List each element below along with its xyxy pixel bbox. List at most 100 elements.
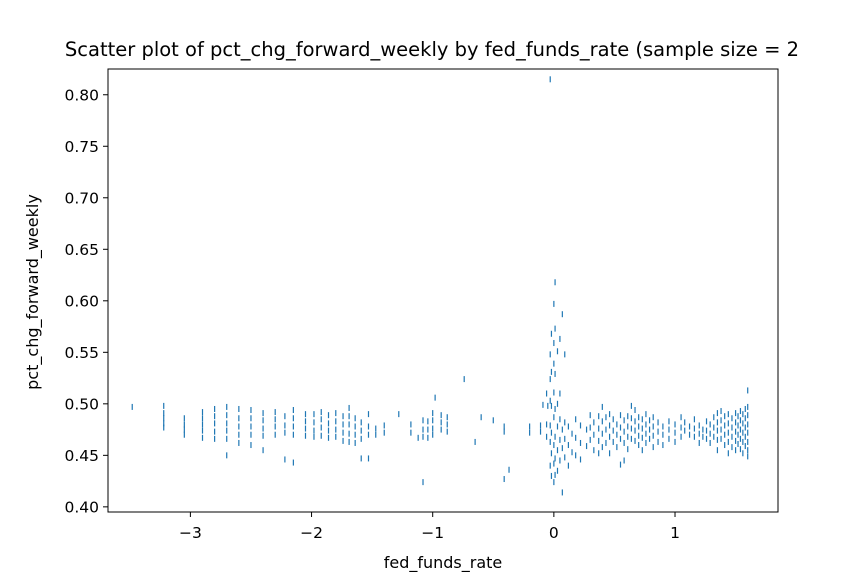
scatter-point	[657, 438, 659, 445]
scatter-point	[616, 444, 618, 451]
scatter-point	[320, 409, 322, 416]
scatter-point	[503, 428, 505, 435]
y-tick-label: 0.70	[64, 189, 99, 207]
scatter-point	[327, 434, 330, 441]
scatter-point	[554, 370, 556, 377]
scatter-point	[556, 400, 559, 407]
scatter-point	[503, 423, 505, 430]
scatter-point	[608, 433, 611, 440]
scatter-point	[605, 439, 607, 446]
scatter-point	[731, 433, 733, 440]
scatter-point	[214, 435, 216, 442]
scatter-point	[348, 430, 350, 437]
scatter-point	[539, 428, 542, 435]
scatter-point	[226, 452, 228, 459]
scatter-point	[313, 427, 315, 434]
scatter-point	[702, 433, 704, 440]
scatter-point	[508, 466, 510, 473]
scatter-point	[739, 435, 742, 442]
scatter-point	[589, 412, 591, 419]
scatter-point	[739, 408, 742, 415]
scatter-point	[432, 431, 434, 438]
scatter-point	[304, 411, 307, 418]
scatter-point	[561, 426, 563, 433]
scatter-point	[549, 462, 551, 469]
scatter-point	[641, 425, 643, 432]
chart-title: Scatter plot of pct_chg_forward_weekly b…	[65, 38, 799, 61]
scatter-point	[612, 416, 614, 423]
scatter-point	[446, 414, 448, 421]
scatter-point	[724, 442, 726, 449]
scatter-point	[657, 419, 659, 426]
scatter-point	[747, 453, 749, 460]
scatter-point	[734, 447, 737, 454]
scatter-point	[292, 415, 294, 422]
scatter-point	[612, 438, 614, 445]
scatter-point	[354, 439, 356, 446]
scatter-point	[727, 420, 729, 427]
scatter-point	[698, 430, 700, 437]
scatter-point	[739, 446, 742, 453]
scatter-point	[201, 427, 204, 434]
scatter-point	[226, 412, 228, 419]
scatter-point	[250, 423, 252, 430]
scatter-point	[201, 434, 204, 441]
scatter-point	[630, 425, 632, 432]
scatter-point	[262, 417, 264, 424]
scatter-point	[348, 404, 350, 411]
scatter-point	[284, 422, 286, 429]
scatter-point	[744, 433, 746, 440]
scatter-point	[432, 410, 434, 417]
scatter-point	[320, 432, 322, 439]
x-tick-label: 0	[549, 524, 559, 542]
scatter-point	[645, 411, 647, 418]
scatter-point	[593, 447, 595, 454]
scatter-point	[432, 425, 434, 432]
scatter-point	[593, 431, 595, 438]
scatter-point	[616, 421, 618, 428]
y-tick-label: 0.45	[64, 447, 99, 465]
x-ticks: −3 −2 −1 0 1	[179, 512, 680, 542]
scatter-point	[383, 422, 385, 429]
scatter-point	[556, 467, 559, 474]
scatter-point	[713, 433, 715, 440]
scatter-point	[747, 387, 749, 394]
scatter-point	[619, 412, 622, 419]
scatter-point	[598, 450, 600, 457]
scatter-point	[731, 444, 733, 451]
scatter-point	[463, 376, 465, 383]
scatter-point	[440, 426, 442, 433]
scatter-point	[601, 403, 603, 410]
scatter-point	[698, 439, 700, 446]
scatter-point	[724, 431, 726, 438]
scatter-point	[684, 419, 686, 426]
scatter-point	[727, 438, 729, 445]
scatter-point	[422, 426, 424, 433]
scatter-point	[674, 429, 676, 436]
scatter-point	[627, 446, 629, 453]
scatter-point	[737, 413, 739, 420]
scatter-point	[662, 423, 664, 430]
scatter-point	[250, 431, 252, 438]
scatter-point	[716, 427, 719, 434]
scatter-point	[214, 420, 216, 427]
scatter-point	[747, 421, 749, 428]
scatter-point	[292, 431, 294, 438]
scatter-point	[226, 403, 228, 410]
scatter-point	[716, 419, 719, 426]
scatter-point	[427, 434, 429, 441]
x-axis-label: fed_funds_rate	[384, 553, 503, 573]
scatter-point	[342, 421, 344, 428]
scatter-point	[375, 425, 377, 432]
scatter-point	[320, 416, 322, 423]
scatter-point	[747, 412, 749, 419]
scatter-point	[440, 419, 442, 426]
scatter-point	[724, 422, 726, 429]
scatter-point	[410, 429, 412, 436]
scatter-point	[262, 447, 264, 454]
scatter-point	[556, 447, 559, 454]
scatter-point	[284, 429, 286, 436]
scatter-point	[550, 402, 553, 409]
scatter-point	[575, 434, 577, 441]
